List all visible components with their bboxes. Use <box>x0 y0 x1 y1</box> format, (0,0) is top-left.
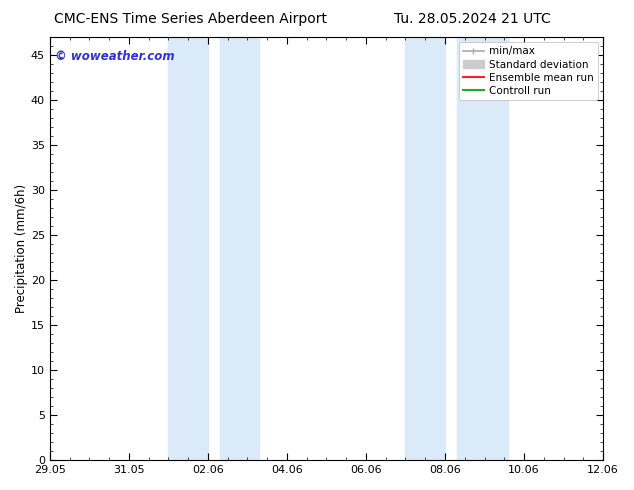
Bar <box>406 37 445 460</box>
Y-axis label: Precipitation (mm/6h): Precipitation (mm/6h) <box>15 184 28 313</box>
Bar <box>169 37 208 460</box>
Text: © woweather.com: © woweather.com <box>55 50 175 63</box>
Legend: min/max, Standard deviation, Ensemble mean run, Controll run: min/max, Standard deviation, Ensemble me… <box>459 42 598 100</box>
Text: CMC-ENS Time Series Aberdeen Airport: CMC-ENS Time Series Aberdeen Airport <box>54 12 327 26</box>
Bar <box>220 37 259 460</box>
Text: Tu. 28.05.2024 21 UTC: Tu. 28.05.2024 21 UTC <box>394 12 551 26</box>
Bar <box>457 37 508 460</box>
